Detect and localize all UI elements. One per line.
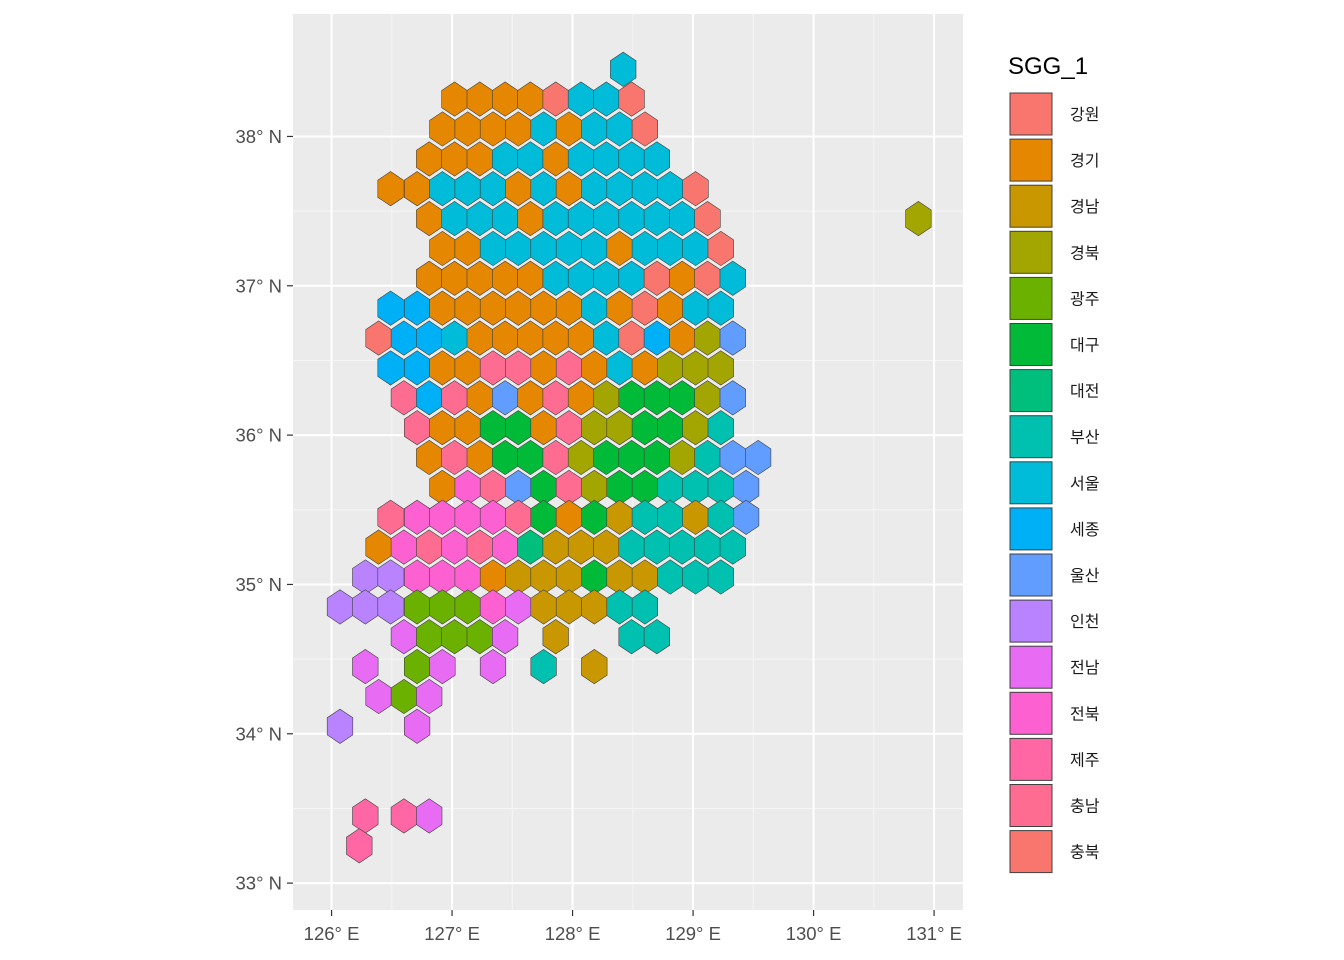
hex-cell: [719, 529, 746, 565]
x-tick-label: 131° E: [906, 923, 962, 944]
legend-label: 경기: [1070, 151, 1099, 170]
x-tick-label: 126° E: [304, 923, 360, 944]
legend-label: 대구: [1070, 336, 1099, 355]
hex-cell: [377, 290, 404, 326]
legend-label: 대전: [1070, 382, 1099, 401]
legend-key: [1009, 737, 1053, 781]
hex-cell: [719, 320, 746, 356]
hex-cell: [429, 649, 456, 685]
legend-key: [1009, 830, 1053, 874]
hex-cell: [631, 589, 659, 625]
y-tick-label: 35° N: [236, 574, 282, 595]
hex-cell: [610, 51, 637, 87]
y-tick-label: 36° N: [236, 425, 282, 446]
legend-label: 세종: [1070, 520, 1099, 539]
legend-label: 충북: [1070, 843, 1099, 862]
hex-cell: [707, 290, 734, 326]
x-tick-label: 129° E: [665, 923, 721, 944]
hex-cell: [643, 619, 671, 655]
hex-cells: [326, 51, 932, 864]
legend-key: [1009, 276, 1053, 320]
hex-cell: [377, 350, 404, 386]
legend-key: [1009, 184, 1053, 228]
y-tick-label: 37° N: [236, 275, 282, 296]
y-tick-label: 38° N: [236, 126, 282, 147]
hex-cell: [631, 111, 659, 147]
legend-label: 울산: [1070, 566, 1100, 585]
hex-cell: [643, 141, 671, 177]
legend-label: 광주: [1070, 289, 1099, 308]
hex-cell: [530, 649, 557, 685]
legend-key: [1009, 323, 1053, 366]
hex-cell: [719, 380, 746, 416]
legend-label: 서울: [1070, 474, 1099, 493]
hex-cell: [905, 201, 932, 237]
hex-cell: [377, 171, 404, 207]
hex-cell: [352, 649, 379, 685]
hex-cell: [377, 589, 404, 625]
legend-key: [1009, 691, 1053, 735]
legend-label: 제주: [1070, 750, 1099, 769]
legend-key: [1009, 461, 1053, 505]
hex-cell: [694, 201, 721, 237]
hex-cell: [618, 81, 645, 117]
legend-key: [1009, 415, 1053, 459]
hex-cell: [479, 649, 507, 685]
legend-label: 경남: [1070, 197, 1100, 216]
hex-cell: [719, 260, 746, 296]
hex-cell: [326, 708, 354, 744]
hex-cell: [707, 410, 734, 446]
legend-label: 부산: [1070, 428, 1100, 447]
legend-title: SGG_1: [1008, 53, 1088, 80]
x-tick-label: 130° E: [786, 923, 842, 944]
x-tick-label: 127° E: [424, 923, 480, 944]
hex-cell: [707, 230, 734, 267]
hex-cell: [707, 559, 734, 595]
legend-key: [1009, 553, 1053, 597]
legend-label: 강원: [1070, 105, 1099, 124]
y-tick-label: 33° N: [236, 873, 282, 894]
hex-cell: [707, 350, 734, 386]
legend-label: 경북: [1070, 243, 1099, 262]
legend-label: 전남: [1070, 658, 1100, 677]
hex-cell: [491, 619, 519, 655]
hex-cell: [542, 619, 569, 655]
hex-cell: [416, 798, 443, 834]
legend-label: 충남: [1070, 797, 1100, 816]
hex-cell: [732, 499, 760, 535]
hex-cell: [377, 499, 404, 535]
legend-key: [1009, 138, 1053, 182]
hex-cell: [744, 439, 772, 476]
y-tick-label: 34° N: [236, 723, 282, 744]
legend-label: 전북: [1070, 704, 1099, 723]
hex-cell: [403, 708, 431, 744]
hex-cell: [581, 649, 608, 685]
hex-cell: [682, 171, 709, 207]
hex-cell: [416, 678, 443, 715]
legend-key: [1009, 784, 1053, 827]
legend-key: [1009, 645, 1053, 689]
legend-key: [1009, 599, 1053, 643]
y-axis: 33° N 34° N 35° N 36° N 37° N 38° N: [236, 126, 293, 894]
legend-key: [1009, 92, 1053, 136]
legend-key: [1009, 369, 1053, 413]
legend-label: 인천: [1070, 612, 1099, 631]
x-axis: 126° E 127° E 128° E 129° E 130° E 131° E: [304, 910, 962, 944]
legend-key: [1009, 507, 1053, 551]
legend-key: [1009, 230, 1053, 274]
hex-cell: [346, 828, 373, 864]
x-tick-label: 128° E: [545, 923, 601, 944]
